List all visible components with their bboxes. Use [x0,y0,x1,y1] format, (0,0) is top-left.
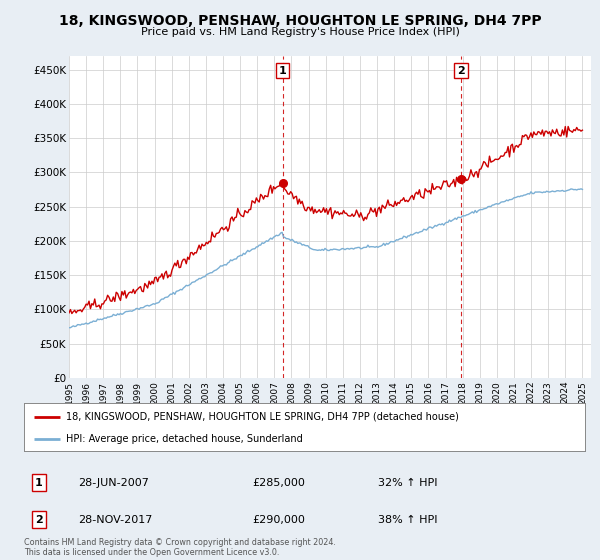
Text: HPI: Average price, detached house, Sunderland: HPI: Average price, detached house, Sund… [66,434,303,444]
Text: 1: 1 [279,66,287,76]
Text: 28-JUN-2007: 28-JUN-2007 [78,478,149,488]
Text: 1: 1 [35,478,43,488]
Text: Price paid vs. HM Land Registry's House Price Index (HPI): Price paid vs. HM Land Registry's House … [140,27,460,37]
Text: 28-NOV-2017: 28-NOV-2017 [78,515,152,525]
Text: 2: 2 [35,515,43,525]
Text: 18, KINGSWOOD, PENSHAW, HOUGHTON LE SPRING, DH4 7PP (detached house): 18, KINGSWOOD, PENSHAW, HOUGHTON LE SPRI… [66,412,459,422]
Text: 2: 2 [457,66,465,76]
Text: 18, KINGSWOOD, PENSHAW, HOUGHTON LE SPRING, DH4 7PP: 18, KINGSWOOD, PENSHAW, HOUGHTON LE SPRI… [59,14,541,28]
Text: 38% ↑ HPI: 38% ↑ HPI [378,515,437,525]
Text: £290,000: £290,000 [252,515,305,525]
Text: Contains HM Land Registry data © Crown copyright and database right 2024.
This d: Contains HM Land Registry data © Crown c… [24,538,336,557]
Text: 32% ↑ HPI: 32% ↑ HPI [378,478,437,488]
Text: £285,000: £285,000 [252,478,305,488]
